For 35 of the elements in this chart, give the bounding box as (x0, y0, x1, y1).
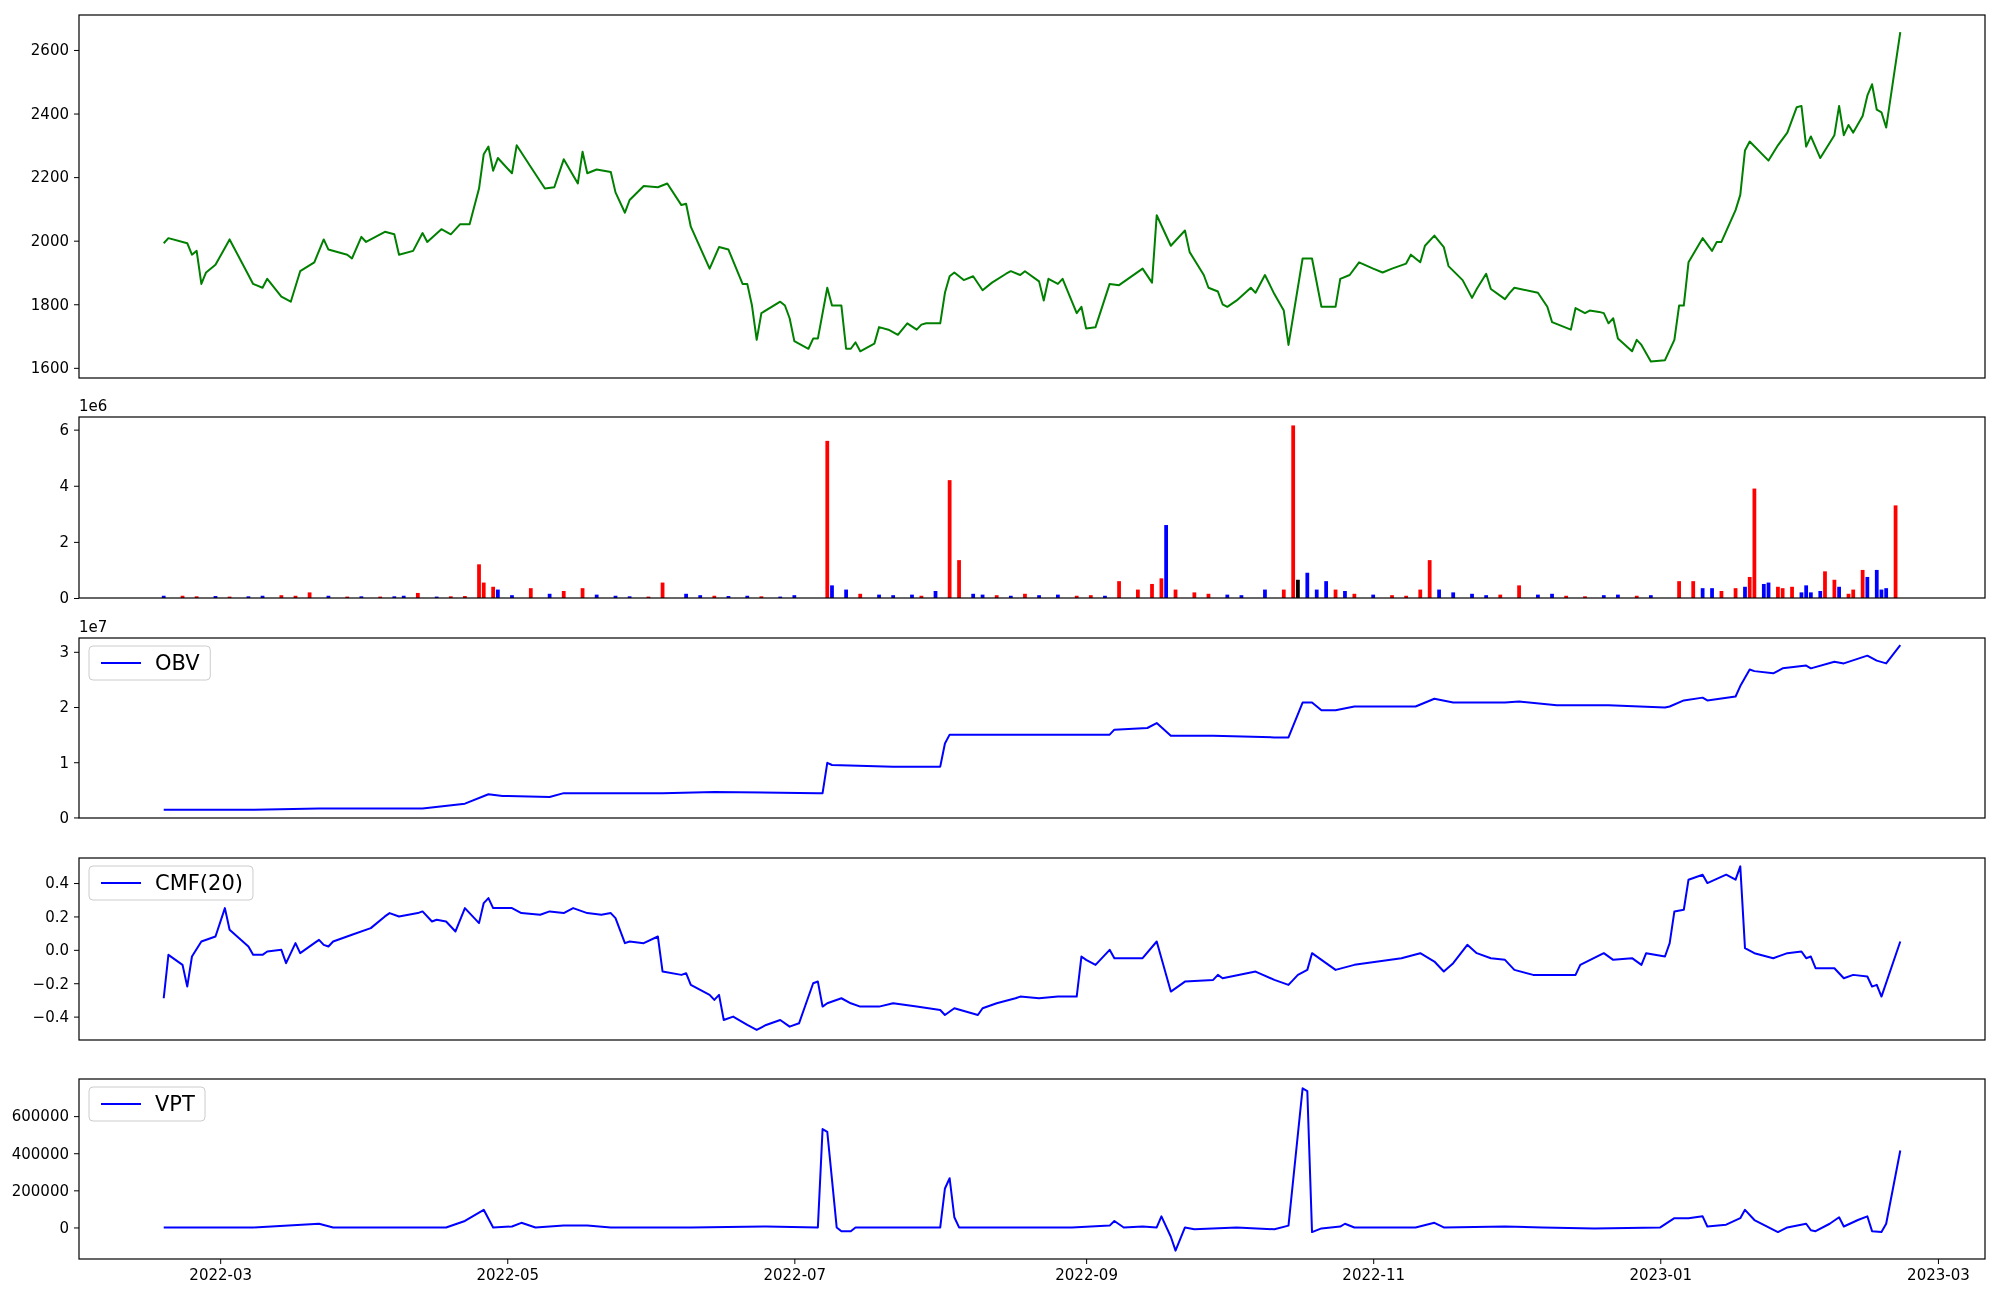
y-tick-label: −0.4 (32, 1007, 69, 1026)
x-tick-label: 2022-07 (763, 1265, 827, 1284)
y-tick-label: 0.4 (45, 874, 69, 893)
x-tick-label: 2023-03 (1907, 1265, 1970, 1284)
y-tick-label: 0 (59, 1218, 69, 1237)
legend-label: VPT (155, 1092, 196, 1116)
y-tick-label: 1 (59, 753, 69, 772)
y-tick-label: 3 (59, 643, 69, 662)
y-tick-label: 2600 (30, 41, 69, 60)
x-tick-label: 2022-11 (1342, 1265, 1406, 1284)
text: 1e6 (79, 397, 108, 415)
y-tick-label: 200000 (11, 1181, 69, 1200)
y-tick-label: −0.2 (32, 974, 69, 993)
y-tick-label: 0 (59, 808, 69, 827)
legend-label: CMF(20) (155, 871, 243, 895)
y-tick-label: 1600 (30, 359, 69, 378)
legend-label: OBV (155, 651, 201, 675)
y-tick-label: 2200 (30, 168, 69, 187)
y-tick-label: 0 (59, 589, 69, 608)
x-tick-label: 2022-09 (1055, 1265, 1118, 1284)
text: 1e7 (79, 618, 108, 636)
y-tick-label: 0.0 (45, 941, 69, 960)
y-tick-label: 400000 (11, 1144, 69, 1163)
y-tick-label: 2 (59, 698, 69, 717)
y-tick-label: 2 (59, 533, 69, 552)
x-tick-label: 2022-03 (189, 1265, 253, 1284)
y-tick-label: 1800 (30, 295, 69, 314)
x-tick-label: 2023-01 (1629, 1265, 1693, 1284)
y-tick-label: 6 (59, 420, 69, 439)
y-tick-label: 600000 (11, 1107, 69, 1126)
x-tick-label: 2022-05 (476, 1265, 540, 1284)
y-tick-label: 2400 (30, 104, 69, 123)
y-tick-label: 2000 (30, 231, 69, 250)
y-tick-label: 4 (59, 477, 69, 496)
y-tick-label: 0.2 (45, 907, 69, 926)
